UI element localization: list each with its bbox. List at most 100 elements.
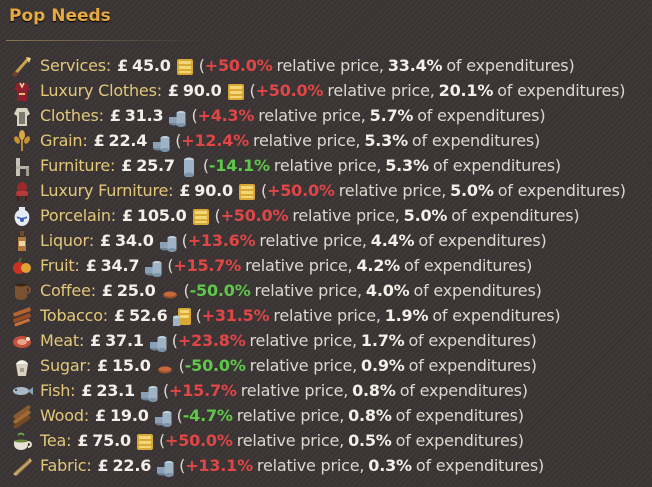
price-change: -14.1% <box>208 156 270 175</box>
open-paren: ( <box>176 406 183 425</box>
relative-price-label: relative price, <box>338 181 447 200</box>
expenditure-share: 0.3% <box>368 456 412 475</box>
price-change: +23.8% <box>177 331 246 350</box>
colon: : <box>110 206 116 225</box>
colon: : <box>70 381 76 400</box>
open-paren: ( <box>167 256 174 275</box>
coin-gold-icon <box>176 58 193 75</box>
need-price: 25.0 <box>116 281 156 300</box>
need-row[interactable]: Liquor: £34.0 (+13.6% relative price, 4.4% of… <box>10 228 626 253</box>
relative-price-label: relative price, <box>276 56 384 75</box>
need-row[interactable]: Porcelain: £105.0 (+50.0% relative price, 5.… <box>10 203 626 228</box>
need-row[interactable]: Fish: £23.1 (+15.7% relative price, 0.8% of e… <box>10 378 626 403</box>
need-row[interactable]: Tea: £75.0 (+50.0% relative price, 0.5% of ex… <box>10 428 626 453</box>
colon: : <box>66 431 72 450</box>
expenditure-share: 0.8% <box>348 406 392 425</box>
open-paren: ( <box>179 456 186 475</box>
need-row[interactable]: Grain: £22.4 (+12.4% relative price, 5.3% of … <box>10 128 626 153</box>
need-price: 31.3 <box>124 106 164 125</box>
relative-price-label: relative price, <box>258 106 366 125</box>
of-expenditures-label: of expenditures) <box>395 431 524 450</box>
relative-price-label: relative price, <box>236 406 345 425</box>
of-expenditures-label: of expenditures) <box>413 281 542 300</box>
open-paren: ( <box>249 81 256 100</box>
need-row[interactable]: Wood: £19.0 (-4.7% relative price, 0.8% of ex… <box>10 403 626 428</box>
clothes-icon <box>14 107 30 126</box>
colon: : <box>85 356 92 375</box>
of-expenditures-label: of expenditures) <box>404 256 533 275</box>
relative-price-label: relative price, <box>292 206 400 225</box>
currency-symbol: £ <box>81 381 93 400</box>
of-expenditures-label: of expenditures) <box>497 81 626 100</box>
need-row[interactable]: Fruit: £34.7 (+15.7% relative price, 4.2% of … <box>10 253 626 278</box>
price-change: +13.6% <box>187 231 256 250</box>
expenditure-share: 4.4% <box>370 231 415 250</box>
need-price: 34.0 <box>114 231 154 250</box>
expenditure-share: 5.3% <box>385 156 429 175</box>
relative-price-label: relative price, <box>273 306 381 325</box>
meat-icon <box>13 335 31 348</box>
need-name: Grain <box>40 131 83 150</box>
relative-price-label: relative price, <box>256 456 365 475</box>
expenditure-share: 1.9% <box>384 306 429 325</box>
expenditure-share: 33.4% <box>387 56 443 75</box>
need-price: 15.0 <box>111 356 151 375</box>
need-name: Clothes <box>40 106 99 125</box>
currency-symbol: £ <box>97 456 109 475</box>
coin-silver-icon <box>169 110 186 127</box>
need-row[interactable]: Services: £45.0 (+50.0% relative price, 33.4… <box>10 53 626 78</box>
need-price: 90.0 <box>182 81 222 100</box>
coin-gold-icon <box>227 83 244 100</box>
fabric-icon <box>13 457 32 476</box>
fish-icon <box>13 386 33 395</box>
currency-symbol: £ <box>121 156 133 175</box>
of-expenditures-label: of expenditures) <box>497 181 626 200</box>
need-name: Meat <box>40 331 79 350</box>
need-row[interactable]: Meat: £37.1 (+23.8% relative price, 1.7% of e… <box>10 328 626 353</box>
colon: : <box>168 181 174 200</box>
colon: : <box>78 331 85 350</box>
coin-silver-icon <box>153 135 170 152</box>
currency-symbol: £ <box>179 181 191 200</box>
of-expenditures-label: of expenditures) <box>411 131 541 150</box>
of-expenditures-label: of expenditures) <box>408 331 537 350</box>
relative-price-label: relative price, <box>259 231 367 250</box>
need-row[interactable]: Furniture: £25.7 (-14.1% relative price, 5.3… <box>10 153 626 178</box>
relative-price-label: relative price, <box>327 81 435 100</box>
price-change: +4.3% <box>197 106 255 125</box>
price-change: -50.0% <box>184 356 246 375</box>
expenditure-share: 5.3% <box>364 131 408 150</box>
coin-silver-icon <box>154 410 172 427</box>
price-change: +50.0% <box>204 56 273 75</box>
need-row[interactable]: Sugar: £15.0 (-50.0% relative price, 0.9% of … <box>10 353 626 378</box>
need-name: Fruit <box>40 256 75 275</box>
need-price: 45.0 <box>132 56 171 75</box>
open-paren: ( <box>191 106 198 125</box>
relative-price-label: relative price, <box>252 131 361 150</box>
coin-silver-single-icon <box>183 157 194 177</box>
currency-symbol: £ <box>121 206 133 225</box>
tobacco-icon <box>13 306 31 326</box>
need-row[interactable]: Clothes: £31.3 (+4.3% relative price, 5.7% of… <box>10 103 626 128</box>
need-price: 25.7 <box>136 156 175 175</box>
need-row[interactable]: Fabric: £22.6 (+13.1% relative price, 0.3% of… <box>10 453 626 478</box>
of-expenditures-label: of expenditures) <box>408 356 537 375</box>
need-name: Liquor <box>40 231 89 250</box>
expenditure-share: 5.7% <box>369 106 414 125</box>
need-name: Tea <box>40 431 67 450</box>
colon: : <box>105 56 112 75</box>
need-name: Fish <box>40 381 71 400</box>
currency-symbol: £ <box>100 231 111 250</box>
relative-price-label: relative price, <box>254 281 363 300</box>
open-paren: ( <box>158 431 165 450</box>
need-row[interactable]: Coffee: £25.0 (-50.0% relative price, 4.0% of… <box>10 278 626 303</box>
need-price: 75.0 <box>92 431 131 450</box>
grain-icon <box>14 129 30 151</box>
need-row[interactable]: Luxury Clothes: £90.0 (+50.0% relative pric… <box>10 78 626 103</box>
expenditure-share: 5.0% <box>450 181 494 200</box>
of-expenditures-label: of expenditures) <box>451 206 580 225</box>
title-divider <box>6 40 206 41</box>
coin-copper-icon <box>162 291 177 298</box>
need-row[interactable]: Tobacco: £52.6 (+31.5% relative price, 1.9% o… <box>10 303 626 328</box>
need-row[interactable]: Luxury Furniture: £90.0 (+50.0% relative pr… <box>10 178 626 203</box>
